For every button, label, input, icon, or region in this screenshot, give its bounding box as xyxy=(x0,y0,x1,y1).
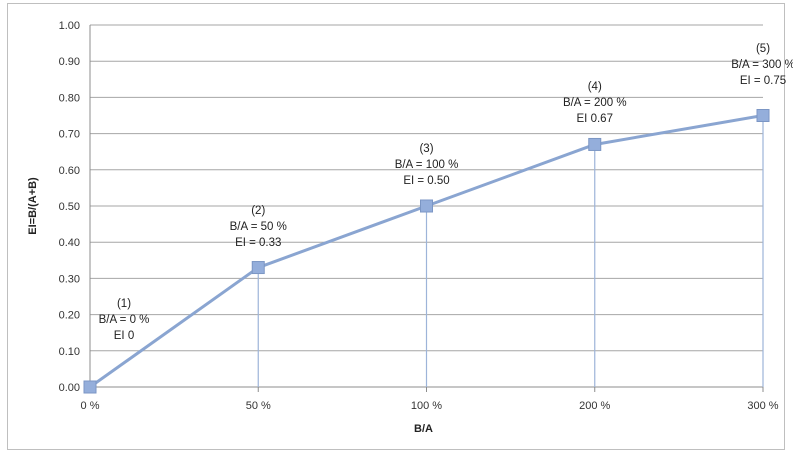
x-axis-title: B/A xyxy=(414,423,433,435)
y-axis-title: EI=B/(A+B) xyxy=(27,177,39,235)
data-point-marker xyxy=(588,137,602,151)
point-annotation: EI 0 xyxy=(114,330,134,342)
x-tick-label: 200 % xyxy=(579,400,610,412)
y-tick-label: 0.20 xyxy=(59,310,80,322)
point-annotation: B/A = 100 % xyxy=(395,159,459,171)
y-tick-label: 0.60 xyxy=(59,165,80,177)
point-annotation: (1) xyxy=(117,298,131,310)
data-point-marker xyxy=(756,109,770,122)
point-annotation: EI = 0.75 xyxy=(740,75,786,87)
y-tick-label: 0.70 xyxy=(59,129,80,141)
data-point-marker xyxy=(251,261,265,275)
point-annotation: (4) xyxy=(588,81,602,93)
y-tick-label: 0.80 xyxy=(59,92,80,104)
point-annotation: B/A = 200 % xyxy=(563,97,627,109)
y-tick-label: 0.30 xyxy=(59,273,80,285)
x-tick-label: 300 % xyxy=(747,400,778,412)
y-tick-label: 0.00 xyxy=(59,382,80,394)
x-tick-label: 100 % xyxy=(411,400,442,412)
data-point-marker xyxy=(83,380,97,394)
x-tick-label: 0 % xyxy=(81,400,100,412)
y-tick-label: 0.50 xyxy=(59,201,80,213)
point-annotation: (2) xyxy=(251,205,265,217)
point-annotation: (5) xyxy=(756,43,770,55)
point-annotation: (3) xyxy=(419,143,433,155)
point-annotation: EI = 0.33 xyxy=(235,237,281,249)
point-annotation: EI = 0.50 xyxy=(403,175,449,187)
data-point-marker xyxy=(420,199,433,213)
chart-frame xyxy=(7,3,785,450)
y-tick-label: 0.10 xyxy=(59,346,80,358)
point-annotation: B/A = 50 % xyxy=(230,221,287,233)
point-annotation: B/A = 0 % xyxy=(99,314,150,326)
y-tick-label: 0.90 xyxy=(59,56,80,68)
x-tick-label: 50 % xyxy=(246,400,271,412)
y-tick-label: 0.40 xyxy=(59,237,80,249)
point-annotation: B/A = 300 % xyxy=(731,59,793,71)
point-annotation: EI 0.67 xyxy=(577,113,613,125)
y-tick-label: 1.00 xyxy=(59,20,80,32)
